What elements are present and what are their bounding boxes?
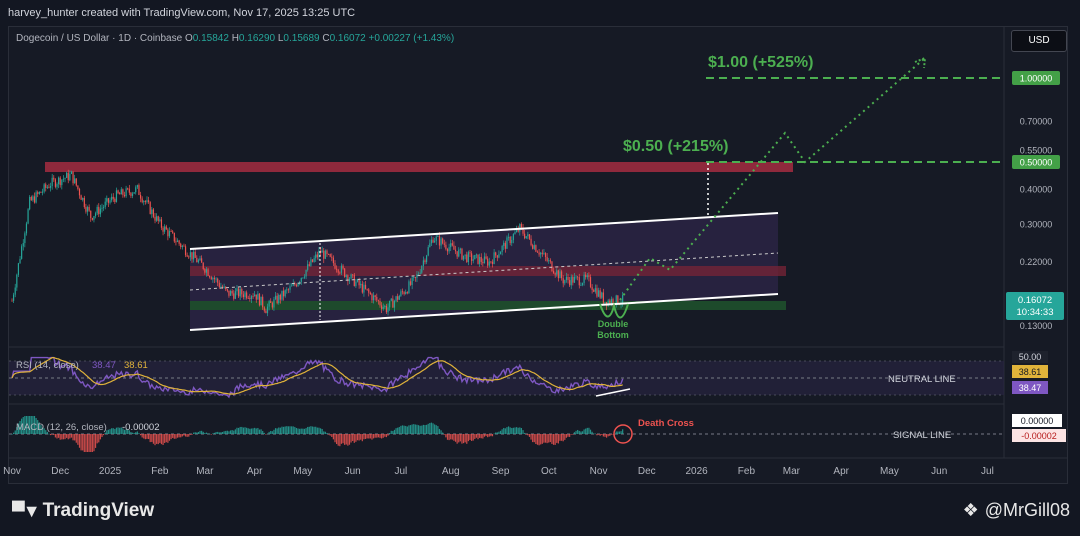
chart-credit: harvey_hunter created with TradingView.c… [8, 7, 356, 19]
brand-name: TradingView [42, 500, 155, 521]
chart-pane[interactable] [8, 26, 1068, 484]
handle-text: @MrGill08 [984, 500, 1070, 520]
symbol-legend: Dogecoin / US Dollar · 1D · Coinbase O0.… [16, 33, 454, 44]
ohlc-open: O0.15842 [184, 33, 229, 44]
tradingview-logo-icon: ▀▼ [12, 500, 41, 521]
currency-button[interactable]: USD [1011, 30, 1067, 52]
ohlc-high: H0.16290 [231, 33, 276, 44]
author-handle: ❖ @MrGill08 [963, 500, 1070, 521]
ohlc-change: +0.00227 (+1.43%) [368, 33, 455, 44]
ohlc-low: L0.15689 [277, 33, 320, 44]
tradingview-brand[interactable]: ▀▼ TradingView [12, 500, 154, 522]
ohlc-close: C0.16072 [322, 33, 366, 44]
binance-icon: ❖ [962, 500, 979, 520]
symbol-name[interactable]: Dogecoin / US Dollar · 1D · Coinbase [16, 33, 183, 44]
